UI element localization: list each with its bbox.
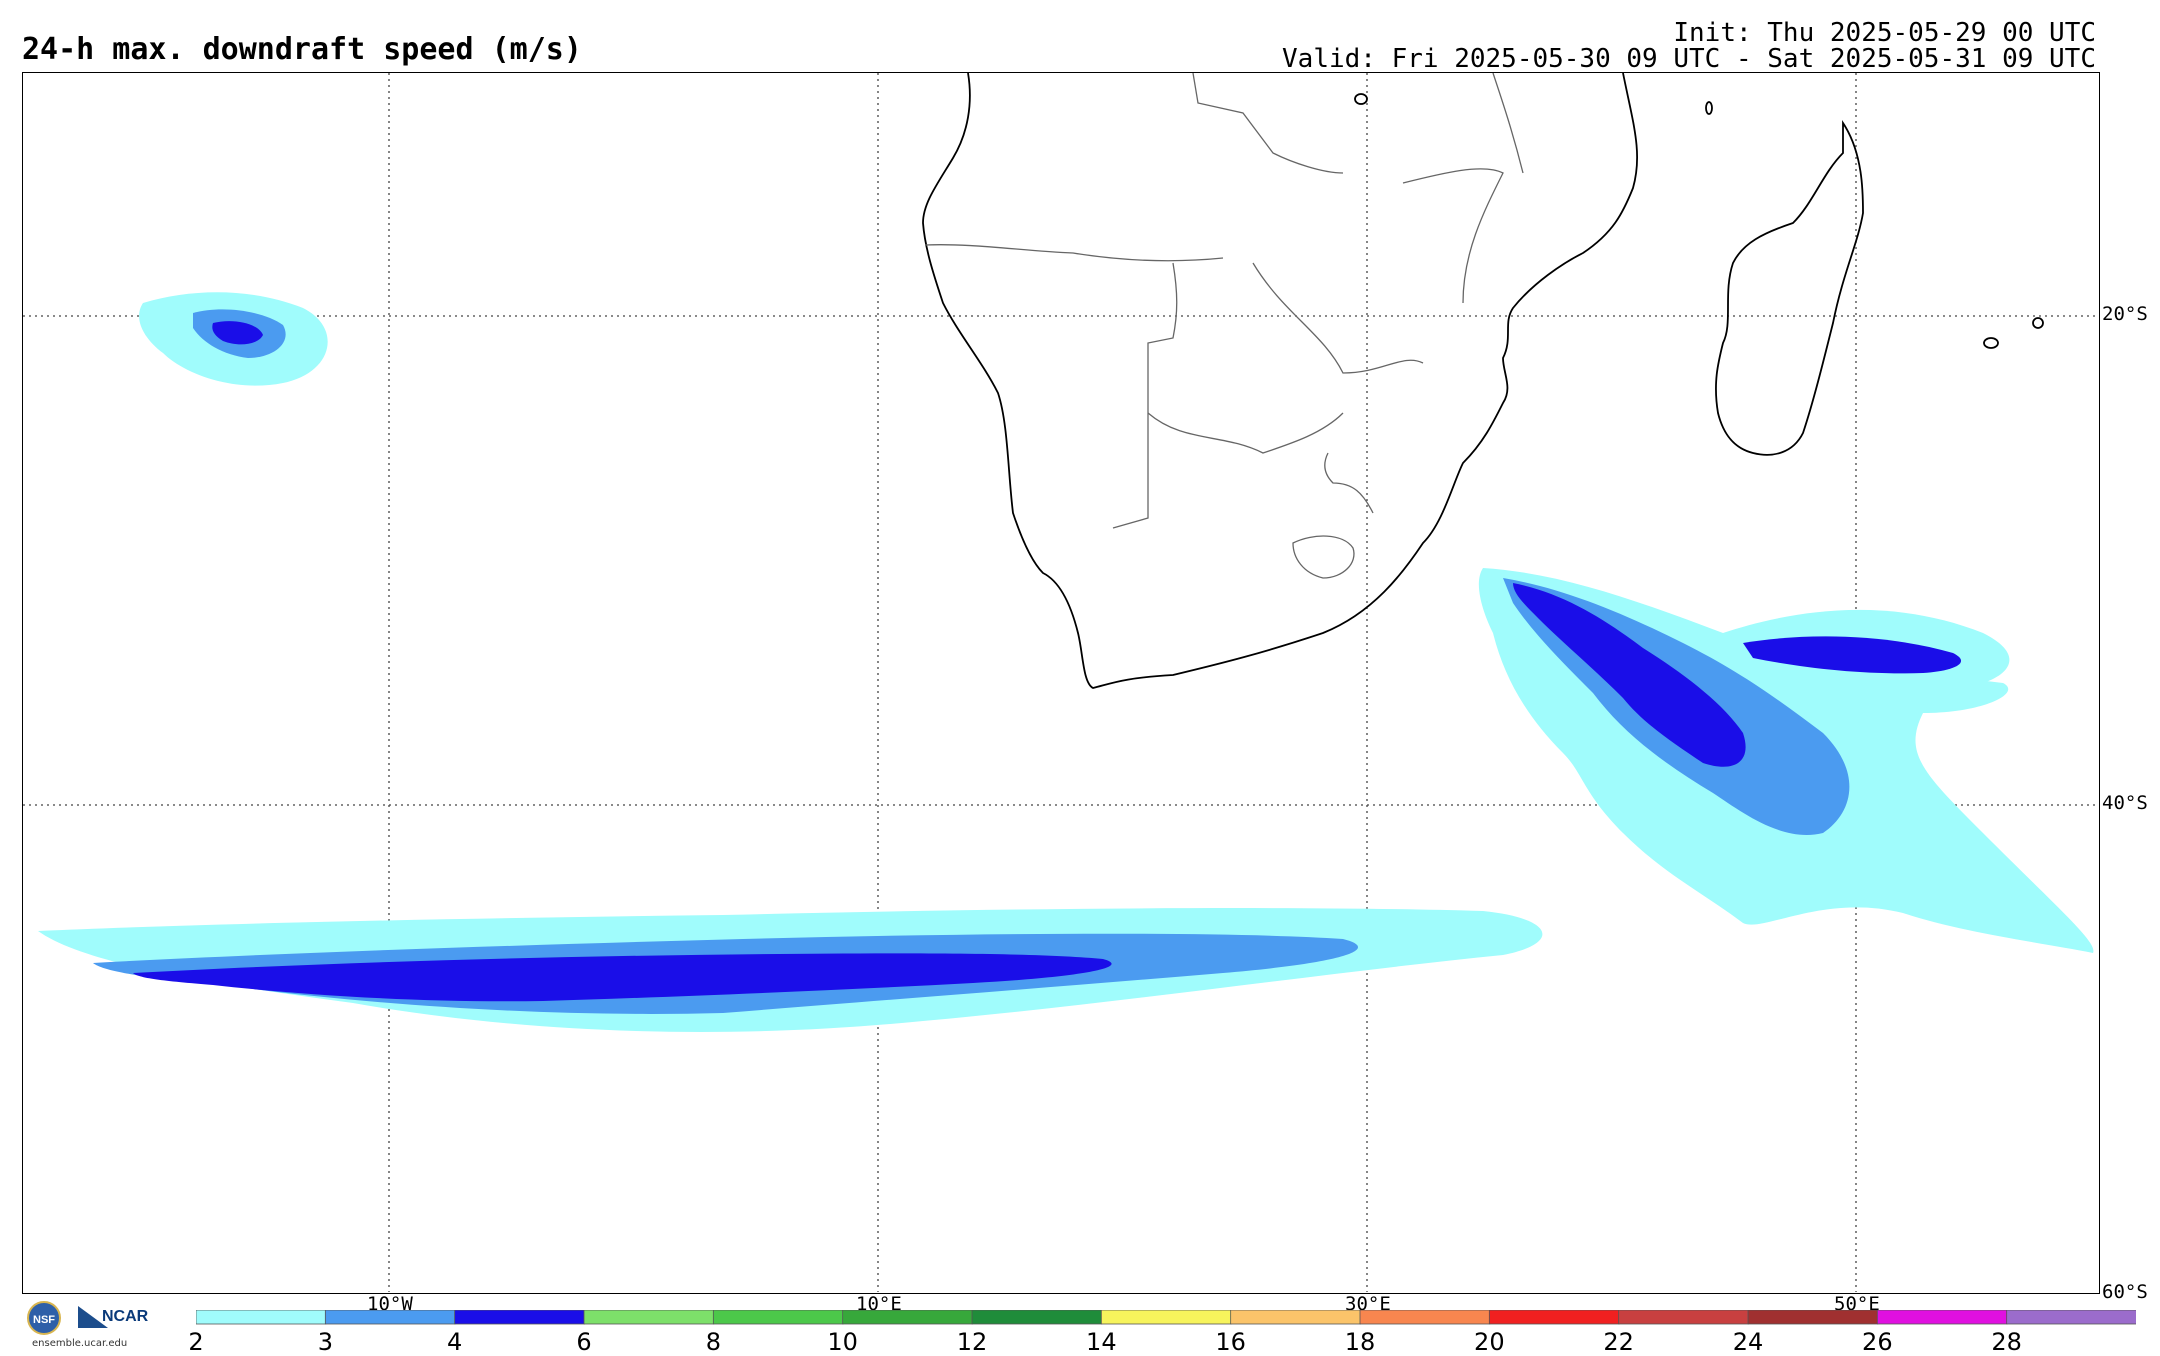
colorbar-tick-label: 26: [1862, 1328, 1893, 1356]
colorbar-segment: [971, 1310, 1103, 1325]
nsf-logo-icon: NSF: [27, 1301, 61, 1335]
lat-label-20s: 20°S: [2102, 303, 2148, 325]
colorbar-segment: [2006, 1310, 2136, 1325]
colorbar-segment: [324, 1310, 456, 1325]
colorbar-tick-label: 4: [447, 1328, 463, 1356]
lon-label-30e: 30°E: [1345, 1293, 1391, 1315]
colorbar-segment: [842, 1310, 973, 1325]
downdraft-patch-nw: [139, 292, 328, 386]
downdraft-band-indian: [1478, 568, 2094, 953]
lon-label-10e: 10°E: [856, 1293, 902, 1315]
colorbar-tick-label: 18: [1344, 1328, 1376, 1356]
lat-label-60s: 60°S: [2102, 1281, 2148, 1303]
colorbar-tick-label: 2: [188, 1328, 204, 1356]
colorbar-tick-label: 22: [1603, 1328, 1634, 1356]
downdraft-band-atlantic: [38, 908, 1543, 1033]
colorbar-tick-label: 6: [576, 1328, 592, 1356]
valid-time: Valid: Fri 2025-05-30 09 UTC - Sat 2025-…: [1282, 44, 2096, 74]
colorbar-tick-label: 20: [1474, 1328, 1505, 1356]
lon-label-10w: 10°W: [367, 1293, 413, 1315]
coastlines: [922, 73, 2044, 689]
colorbar-segment: [712, 1310, 844, 1325]
map-title: 24-h max. downdraft speed (m/s): [22, 32, 582, 67]
colorbar-tick-label: 14: [1086, 1328, 1117, 1356]
init-time: Init: Thu 2025-05-29 00 UTC: [1673, 18, 2096, 48]
colorbar-tick-label: 8: [705, 1328, 721, 1356]
colorbar: [196, 1310, 2136, 1325]
colorbar-segment: [454, 1310, 585, 1325]
logo: NSF NCAR ensemble.ucar.edu: [22, 1298, 162, 1354]
map-panel: 10°W 10°E 30°E 50°E: [22, 72, 2100, 1315]
ncar-logo-text: NCAR: [102, 1308, 149, 1325]
lat-label-40s: 40°S: [2102, 792, 2148, 814]
colorbar-tick-label: 28: [1991, 1328, 2022, 1356]
colorbar-tick-label: 16: [1215, 1328, 1246, 1356]
map-canvas: [23, 73, 2098, 1292]
colorbar-tick-label: 3: [317, 1328, 333, 1356]
colorbar-segment: [1230, 1310, 1361, 1325]
colorbar-segment: [583, 1310, 715, 1325]
colorbar-tick-label: 10: [827, 1328, 858, 1356]
colorbar-segment: [1488, 1310, 1620, 1325]
colorbar-tick-label: 24: [1732, 1328, 1764, 1356]
country-borders: [924, 73, 1524, 579]
lon-label-50e: 50°E: [1834, 1293, 1880, 1315]
colorbar-tick-label: 12: [956, 1328, 988, 1356]
colorbar-segment: [1876, 1310, 2008, 1325]
svg-text:NSF: NSF: [33, 1314, 55, 1326]
logo-url: ensemble.ucar.edu: [32, 1338, 128, 1349]
colorbar-segment: [1359, 1310, 1491, 1325]
colorbar-segment: [1100, 1310, 1232, 1325]
colorbar-segment: [1747, 1310, 1879, 1325]
ncar-logo-icon: [78, 1306, 108, 1328]
colorbar-segment: [1618, 1310, 1749, 1325]
colorbar-segment: [196, 1310, 327, 1325]
